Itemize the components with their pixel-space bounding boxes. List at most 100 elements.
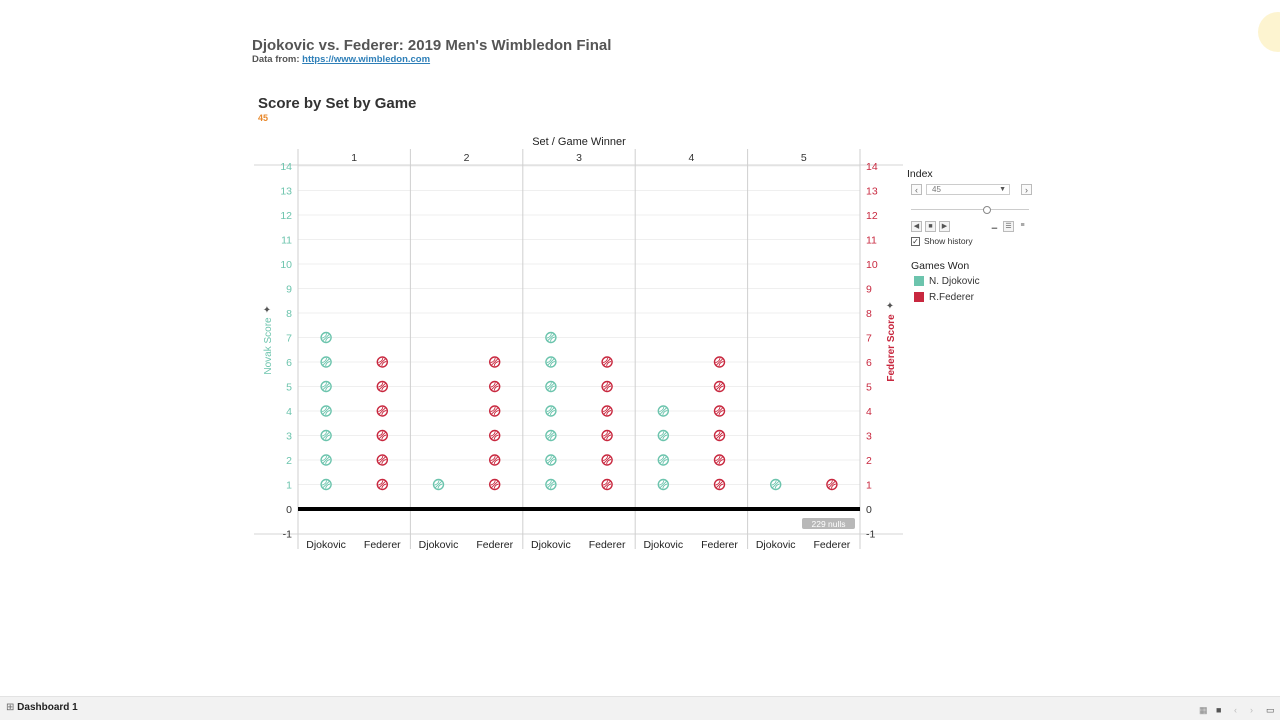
y-tick-left: 7	[286, 333, 292, 345]
y-tick-left: 13	[280, 186, 292, 198]
legend-label-federer: R.Federer	[929, 292, 975, 303]
ball-seam	[602, 406, 612, 416]
score-chart: Set / Game Winner 1 Djokovic Federer 2 Djokov…	[254, 136, 903, 551]
index-dropdown[interactable]: 45 ▼	[926, 184, 1010, 195]
ball-seam	[490, 480, 499, 489]
y-tick-left: 4	[286, 406, 292, 418]
ball-seam	[715, 406, 724, 416]
ball-seam	[602, 382, 612, 391]
y-tick-left: 0	[286, 504, 292, 516]
ball-seam	[378, 480, 387, 489]
player-label: Federer	[476, 539, 513, 551]
pin-icon-right: ✦	[886, 301, 894, 312]
y-tick-right: 10	[866, 259, 878, 271]
set-header: 1	[351, 152, 357, 164]
y-tick-left: 8	[286, 308, 292, 320]
y-tick-left: 5	[286, 382, 292, 394]
y-tick-right: 0	[866, 504, 872, 516]
step-back-button[interactable]: ◀	[911, 221, 922, 232]
data-source-link[interactable]: https://www.wimbledon.com	[302, 54, 431, 65]
y-tick-left: -1	[283, 529, 292, 541]
ball-seam	[546, 455, 556, 465]
y-tick-left: 10	[280, 259, 292, 271]
player-label: Federer	[589, 539, 626, 551]
index-label: Index	[907, 168, 933, 180]
ball-seam	[378, 357, 387, 367]
ball-seam	[715, 357, 724, 367]
ball-seam	[378, 431, 387, 440]
ball-seam	[715, 455, 724, 465]
ball-seam	[321, 382, 331, 391]
ball-seam	[378, 455, 387, 465]
show-history-label: Show history	[924, 236, 973, 246]
ball-seam	[321, 406, 331, 416]
stop-button[interactable]: ■	[925, 221, 936, 232]
index-slider-thumb[interactable]	[983, 206, 991, 214]
ball-seam	[546, 382, 556, 391]
index-slider-track[interactable]	[911, 209, 1029, 210]
ball-seam	[602, 455, 612, 465]
y-tick-left: 9	[286, 284, 292, 296]
ball-seam	[321, 431, 331, 440]
tab-next-icon[interactable]: ›	[1250, 705, 1253, 715]
ball-seam	[546, 480, 556, 489]
sheet-index-value: 45	[258, 113, 269, 123]
speed-medium-button[interactable]: ☰	[1003, 221, 1014, 232]
sheet-tab[interactable]: ⊞ Dashboard 1	[6, 702, 78, 713]
set-header: 3	[576, 152, 582, 164]
y-tick-left: 12	[280, 210, 292, 222]
dashboard-title: Djokovic vs. Federer: 2019 Men's Wimbled…	[252, 37, 612, 54]
ball-seam	[321, 455, 331, 465]
ball-seam	[321, 357, 331, 367]
y-tick-right: 2	[866, 455, 872, 467]
ball-seam	[827, 480, 837, 489]
player-label: Federer	[814, 539, 851, 551]
y-tick-left: 6	[286, 357, 292, 369]
play-button[interactable]: ▶	[939, 221, 950, 232]
y-tick-right: 6	[866, 357, 872, 369]
top-header: Set / Game Winner	[532, 136, 626, 148]
set-header: 2	[464, 152, 470, 164]
y-tick-left: 2	[286, 455, 292, 467]
checkmark-icon: ✓	[912, 237, 919, 247]
index-dropdown-value: 45	[932, 185, 941, 194]
legend-swatch-djokovic	[914, 276, 924, 287]
player-label: Djokovic	[306, 539, 346, 551]
index-control: ‹ 45 ▼ ›	[911, 184, 1032, 196]
ball-seam	[321, 333, 331, 342]
present-mode-icon[interactable]: ▭	[1266, 705, 1275, 715]
speed-slow-button[interactable]: ▁	[989, 221, 1000, 232]
y-tick-right: 3	[866, 431, 872, 443]
y-tick-right: 1	[866, 480, 872, 492]
ball-seam	[321, 480, 331, 489]
ball-seam	[602, 431, 612, 440]
show-history-row[interactable]: ✓ Show history	[911, 236, 973, 247]
y-tick-right: 12	[866, 210, 878, 222]
speed-medium-icon: ☰	[1005, 223, 1012, 230]
index-next-button[interactable]: ›	[1021, 184, 1032, 195]
show-history-checkbox[interactable]: ✓	[911, 237, 920, 247]
speed-slow-icon: ▁	[991, 222, 998, 229]
y-tick-right: 8	[866, 308, 872, 320]
ball-seam	[659, 480, 668, 489]
stop-icon: ■	[928, 223, 933, 230]
filmstrip-view-icon[interactable]: ■	[1216, 705, 1222, 715]
index-prev-button[interactable]: ‹	[911, 184, 922, 195]
sheet-tab-label: Dashboard 1	[17, 702, 78, 713]
play-back-icon: ◀	[913, 223, 920, 230]
grid-view-icon[interactable]: ▦	[1199, 705, 1208, 715]
legend-item-federer[interactable]: R.Federer	[914, 292, 974, 303]
ball-seam	[546, 406, 556, 416]
footer-bar: ⊞ Dashboard 1 ▦ ■ ‹ › ▭	[0, 696, 1280, 720]
tab-prev-icon[interactable]: ‹	[1234, 705, 1237, 715]
data-source-line: Data from: https://www.wimbledon.com	[252, 54, 430, 65]
ball-seam	[378, 382, 387, 391]
chevron-left-icon: ‹	[915, 185, 918, 195]
playback-controls: ◀ ■ ▶ ▁ ☰ ≡	[911, 221, 1031, 233]
corner-decoration	[1258, 12, 1280, 52]
y-tick-right: 13	[866, 186, 878, 198]
legend-item-djokovic[interactable]: N. Djokovic	[914, 276, 980, 287]
speed-fast-button[interactable]: ≡	[1017, 221, 1028, 232]
ball-seam	[659, 455, 668, 465]
y-tick-right: 5	[866, 382, 872, 394]
